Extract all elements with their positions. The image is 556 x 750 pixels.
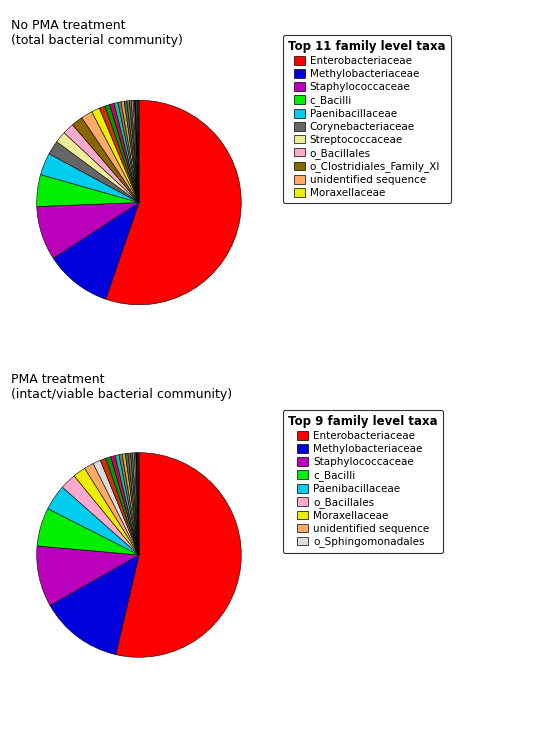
Wedge shape: [136, 100, 139, 202]
Wedge shape: [115, 454, 139, 555]
Wedge shape: [64, 124, 139, 202]
Wedge shape: [137, 453, 139, 555]
Wedge shape: [82, 112, 139, 202]
Wedge shape: [133, 100, 139, 202]
Wedge shape: [138, 100, 139, 202]
Wedge shape: [37, 509, 139, 555]
Wedge shape: [132, 453, 139, 555]
Wedge shape: [121, 101, 139, 202]
Wedge shape: [57, 133, 139, 202]
Wedge shape: [118, 102, 139, 202]
Wedge shape: [106, 457, 139, 555]
Wedge shape: [122, 454, 139, 555]
Wedge shape: [130, 100, 139, 202]
Wedge shape: [135, 453, 139, 555]
Wedge shape: [137, 100, 139, 202]
Wedge shape: [53, 202, 139, 299]
Wedge shape: [116, 453, 241, 657]
Wedge shape: [111, 455, 139, 555]
Wedge shape: [92, 108, 139, 202]
Wedge shape: [106, 100, 241, 304]
Wedge shape: [138, 453, 139, 555]
Wedge shape: [110, 104, 139, 202]
Legend: Enterobacteriaceae, Methylobacteriaceae, Staphylococcaceae, c_Bacilli, Paenibaci: Enterobacteriaceae, Methylobacteriaceae,…: [283, 35, 451, 203]
Wedge shape: [93, 460, 139, 555]
Wedge shape: [48, 488, 139, 555]
Wedge shape: [136, 453, 139, 555]
Wedge shape: [125, 453, 139, 555]
Wedge shape: [85, 464, 139, 555]
Wedge shape: [105, 104, 139, 202]
Wedge shape: [100, 458, 139, 555]
Wedge shape: [50, 555, 139, 655]
Legend: Enterobacteriaceae, Methylobacteriaceae, Staphylococcaceae, c_Bacilli, Paenibaci: Enterobacteriaceae, Methylobacteriaceae,…: [283, 410, 443, 553]
Wedge shape: [131, 453, 139, 555]
Text: PMA treatment
(intact/viable bacterial community): PMA treatment (intact/viable bacterial c…: [11, 373, 232, 400]
Wedge shape: [135, 100, 139, 202]
Wedge shape: [100, 106, 139, 202]
Wedge shape: [131, 100, 139, 202]
Wedge shape: [128, 453, 139, 555]
Wedge shape: [41, 154, 139, 203]
Wedge shape: [37, 175, 139, 206]
Wedge shape: [119, 454, 139, 555]
Wedge shape: [114, 103, 139, 202]
Wedge shape: [62, 476, 139, 555]
Wedge shape: [127, 100, 139, 202]
Wedge shape: [37, 202, 139, 258]
Wedge shape: [74, 468, 139, 555]
Wedge shape: [124, 101, 139, 202]
Wedge shape: [72, 118, 139, 202]
Wedge shape: [37, 546, 139, 605]
Text: No PMA treatment
(total bacterial community): No PMA treatment (total bacterial commun…: [11, 19, 183, 46]
Wedge shape: [49, 142, 139, 202]
